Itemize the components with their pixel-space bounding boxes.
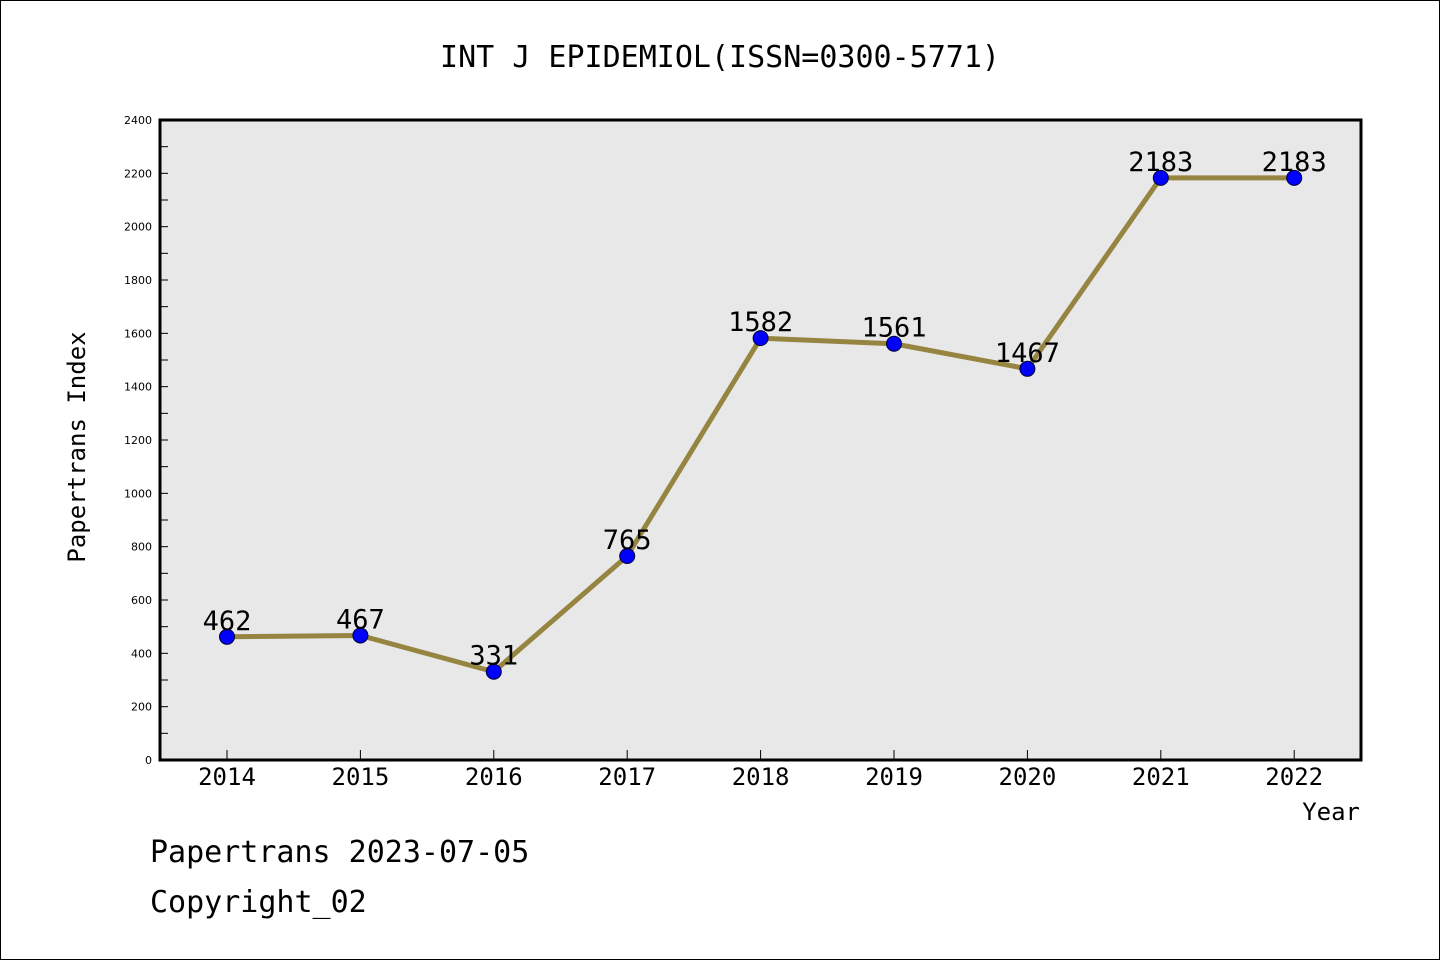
x-tick-label: 2017 [598,763,656,791]
data-point [619,548,636,564]
data-point [352,627,369,644]
x-tick-label: 2018 [732,763,790,791]
chart-title: INT J EPIDEMIOL(ISSN=0300-5771) [440,40,1000,75]
x-tick-label: 2015 [332,763,390,791]
data-labels: 462 467 331 765 1582 1561 1467 2183 2183 [203,147,1327,672]
data-label: 2183 [1262,147,1327,178]
data-label: 2183 [1128,147,1193,178]
y-tick-label: 1200 [124,434,152,447]
data-label: 462 [203,606,252,637]
data-label: 467 [336,604,385,635]
data-point [485,663,502,680]
data-point [1286,169,1303,186]
data-label: 1582 [728,307,793,338]
y-tick-label: 2000 [124,221,152,234]
data-label: 1467 [995,338,1060,369]
y-tick-label: 600 [131,594,152,607]
series-markers [219,169,1303,680]
x-axis-label: Year [1302,798,1360,826]
x-tick-label: 2014 [198,763,256,791]
y-tick-label: 2400 [124,114,152,127]
data-point [886,335,902,352]
data-point [1152,169,1169,186]
data-label: 1561 [861,313,926,344]
x-tick-label: 2022 [1265,763,1323,791]
y-tick-label: 0 [145,754,152,767]
x-tick-label: 2021 [1132,763,1190,791]
data-point [219,628,235,645]
y-tick-label: 400 [131,647,152,660]
y-tick-label: 200 [131,701,152,714]
footer-copyright: Copyright_02 [150,885,367,920]
plot-area [158,118,1363,762]
data-label: 331 [469,641,518,672]
x-tick-label: 2016 [465,763,523,791]
footer-date: Papertrans 2023-07-05 [150,835,530,870]
y-tick-label: 2200 [124,167,152,180]
y-axis-label: Papertrans Index [63,331,91,562]
data-label: 765 [603,525,652,556]
y-axis: 0 200 400 600 800 1000 1200 1400 1600 1800 2000 220… [124,114,168,767]
x-tick-label: 2019 [865,763,923,791]
y-tick-label: 1800 [124,274,152,287]
y-tick-label: 1400 [124,381,152,394]
x-axis: 2014 2015 2016 2017 2018 2019 2020 2021 2022 [198,750,1323,791]
y-tick-label: 1000 [124,487,152,500]
y-tick-label: 1600 [124,327,152,340]
y-tick-label: 800 [131,541,152,554]
data-point [1019,360,1036,377]
data-point [752,330,769,347]
x-tick-label: 2020 [999,763,1057,791]
